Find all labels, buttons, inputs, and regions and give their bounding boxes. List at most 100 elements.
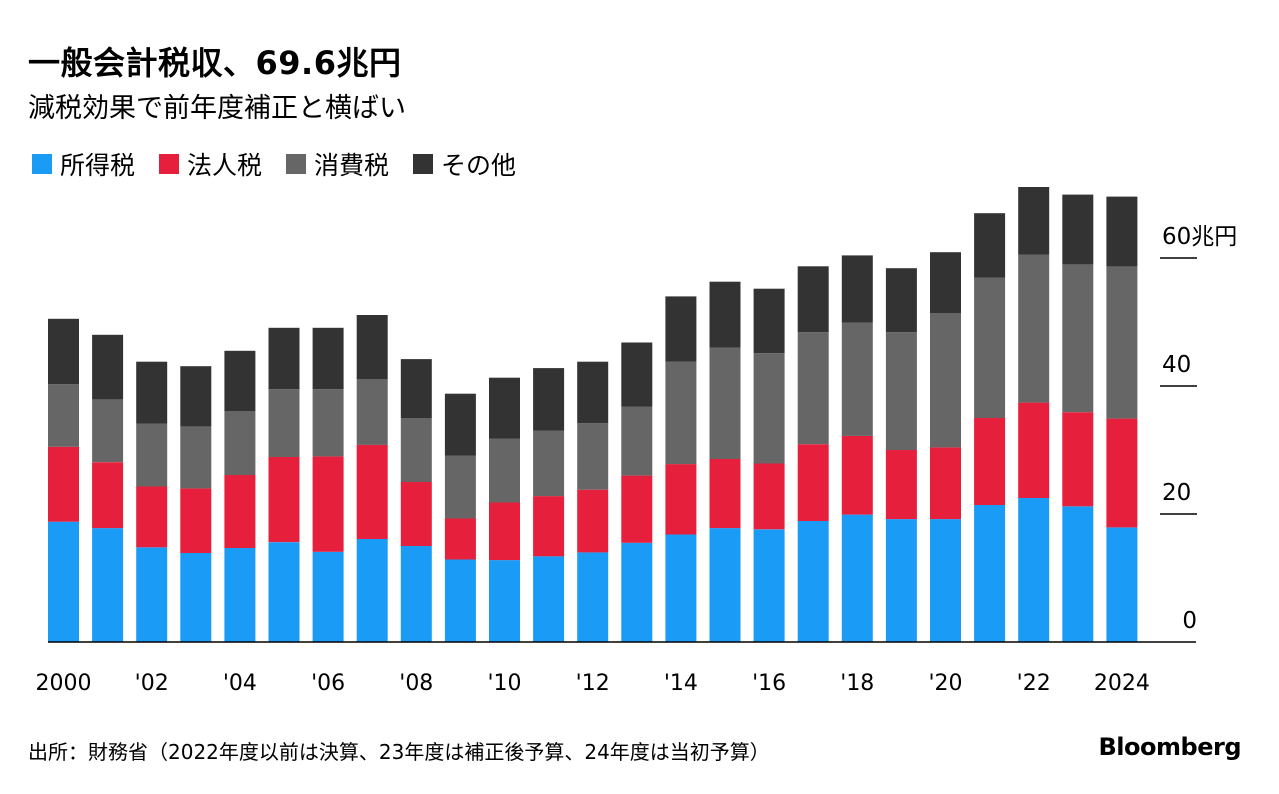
bar-2009-series-2	[444, 455, 476, 519]
bar-2015-series-0	[709, 528, 741, 642]
legend-label-consumption-tax: 消費税	[314, 151, 390, 180]
bar-2006-series-2	[312, 389, 344, 457]
bar-2007-series-0	[356, 539, 388, 642]
bar-2000-series-1	[48, 446, 79, 522]
bar-2013-series-1	[621, 475, 653, 543]
bar-2022-series-2	[1018, 254, 1050, 403]
bar-2014-series-3	[665, 296, 697, 362]
legend: 所得税 法人税 消費税 その他	[32, 146, 540, 182]
bar-2006-series-1	[312, 456, 344, 552]
bar-2020-series-2	[930, 313, 961, 448]
bar-2019-series-1	[885, 450, 917, 520]
bar-2012-series-0	[577, 552, 609, 642]
legend-label-corporate-tax: 法人税	[187, 151, 263, 180]
bar-2012-series-3	[577, 361, 609, 424]
bar-2013-series-3	[621, 342, 653, 407]
bar-2015-series-2	[709, 347, 741, 459]
bar-2019-series-0	[885, 519, 917, 642]
x-tick-label-2024: 2024	[1094, 671, 1150, 696]
bar-2001-series-2	[92, 399, 124, 463]
legend-item-corporate-tax: 法人税	[159, 146, 262, 182]
bar-2003-series-3	[180, 366, 212, 427]
bar-2020-series-3	[930, 252, 961, 313]
bar-2010-series-3	[489, 377, 520, 439]
bar-2020-series-0	[930, 519, 961, 642]
bar-2022-series-0	[1018, 498, 1050, 642]
bar-2005-series-0	[268, 542, 300, 642]
x-tick-label-2012: '12	[576, 671, 610, 696]
bar-2022-series-3	[1018, 187, 1050, 255]
bar-2012-series-2	[577, 423, 609, 490]
bar-2020-series-1	[930, 447, 961, 520]
bar-2017-series-2	[797, 332, 829, 445]
bar-2014-series-2	[665, 361, 697, 465]
bar-2023-series-3	[1062, 194, 1094, 265]
legend-item-other: その他	[413, 146, 516, 182]
x-tick-label-2016: '16	[752, 671, 786, 696]
bar-2004-series-2	[224, 411, 256, 475]
bar-2015-series-1	[709, 459, 741, 529]
bar-2000-series-2	[48, 384, 79, 447]
bar-2001-series-0	[92, 528, 124, 642]
bar-2015-series-3	[709, 281, 741, 348]
legend-label-other: その他	[441, 151, 517, 180]
bar-2001-series-3	[92, 334, 124, 400]
bar-2017-series-0	[797, 521, 829, 642]
bar-2016-series-1	[753, 463, 785, 530]
bar-2019-series-3	[885, 268, 917, 333]
bar-2004-series-1	[224, 475, 256, 548]
bar-2012-series-1	[577, 489, 609, 553]
bar-2023-series-2	[1062, 264, 1094, 413]
bar-2010-series-2	[489, 438, 520, 503]
bar-2011-series-0	[533, 556, 565, 642]
y-tick-label-60: 60兆円	[1162, 224, 1237, 250]
bar-2018-series-1	[841, 435, 873, 515]
x-tick-label-2018: '18	[840, 671, 874, 696]
bar-2008-series-0	[400, 546, 432, 642]
bar-2008-series-1	[400, 482, 432, 546]
bar-2005-series-2	[268, 389, 300, 457]
bar-2003-series-2	[180, 426, 212, 489]
x-tick-label-2000: 2000	[36, 671, 92, 696]
legend-swatch-corporate-tax	[159, 154, 180, 174]
x-tick-label-2002: '02	[135, 671, 169, 696]
bar-2023-series-0	[1062, 506, 1094, 642]
bar-2002-series-0	[136, 547, 168, 642]
bar-2006-series-3	[312, 327, 344, 390]
x-tick-label-2020: '20	[928, 671, 962, 696]
bar-2010-series-0	[489, 560, 520, 642]
bar-2016-series-2	[753, 353, 785, 464]
x-tick-label-2022: '22	[1017, 671, 1051, 696]
bar-2021-series-1	[974, 418, 1006, 505]
bar-2018-series-2	[841, 322, 873, 436]
bar-2021-series-3	[974, 213, 1006, 278]
bar-2014-series-0	[665, 534, 697, 642]
bar-2019-series-2	[885, 332, 917, 450]
bar-2005-series-1	[268, 457, 300, 543]
bar-2001-series-1	[92, 462, 124, 529]
bar-2016-series-0	[753, 529, 785, 642]
bar-2022-series-1	[1018, 402, 1050, 498]
bar-2021-series-0	[974, 505, 1006, 642]
chart-subtitle: 減税効果で前年度補正と横ばい	[28, 93, 406, 124]
bar-2023-series-1	[1062, 412, 1094, 507]
bar-2009-series-1	[444, 518, 476, 560]
bar-2011-series-1	[533, 496, 565, 557]
bar-2002-series-3	[136, 361, 168, 424]
x-tick-label-2008: '08	[399, 671, 433, 696]
source-note: 出所：財務省（2022年度以前は決算、23年度は補正後予算、24年度は当初予算）	[28, 740, 770, 764]
bar-2007-series-3	[356, 315, 388, 379]
bar-2009-series-0	[444, 559, 476, 642]
bar-2018-series-3	[841, 255, 873, 323]
x-tick-label-2006: '06	[311, 671, 345, 696]
bar-2007-series-2	[356, 379, 388, 445]
bar-2000-series-0	[48, 521, 79, 642]
y-tick-label-20: 20	[1162, 480, 1191, 506]
legend-label-income-tax: 所得税	[60, 151, 136, 180]
x-tick-label-2010: '10	[487, 671, 521, 696]
bar-2024-series-1	[1106, 418, 1138, 528]
bar-2003-series-1	[180, 488, 212, 553]
bar-2013-series-0	[621, 542, 653, 642]
y-tick-label-0: 0	[1182, 608, 1197, 634]
